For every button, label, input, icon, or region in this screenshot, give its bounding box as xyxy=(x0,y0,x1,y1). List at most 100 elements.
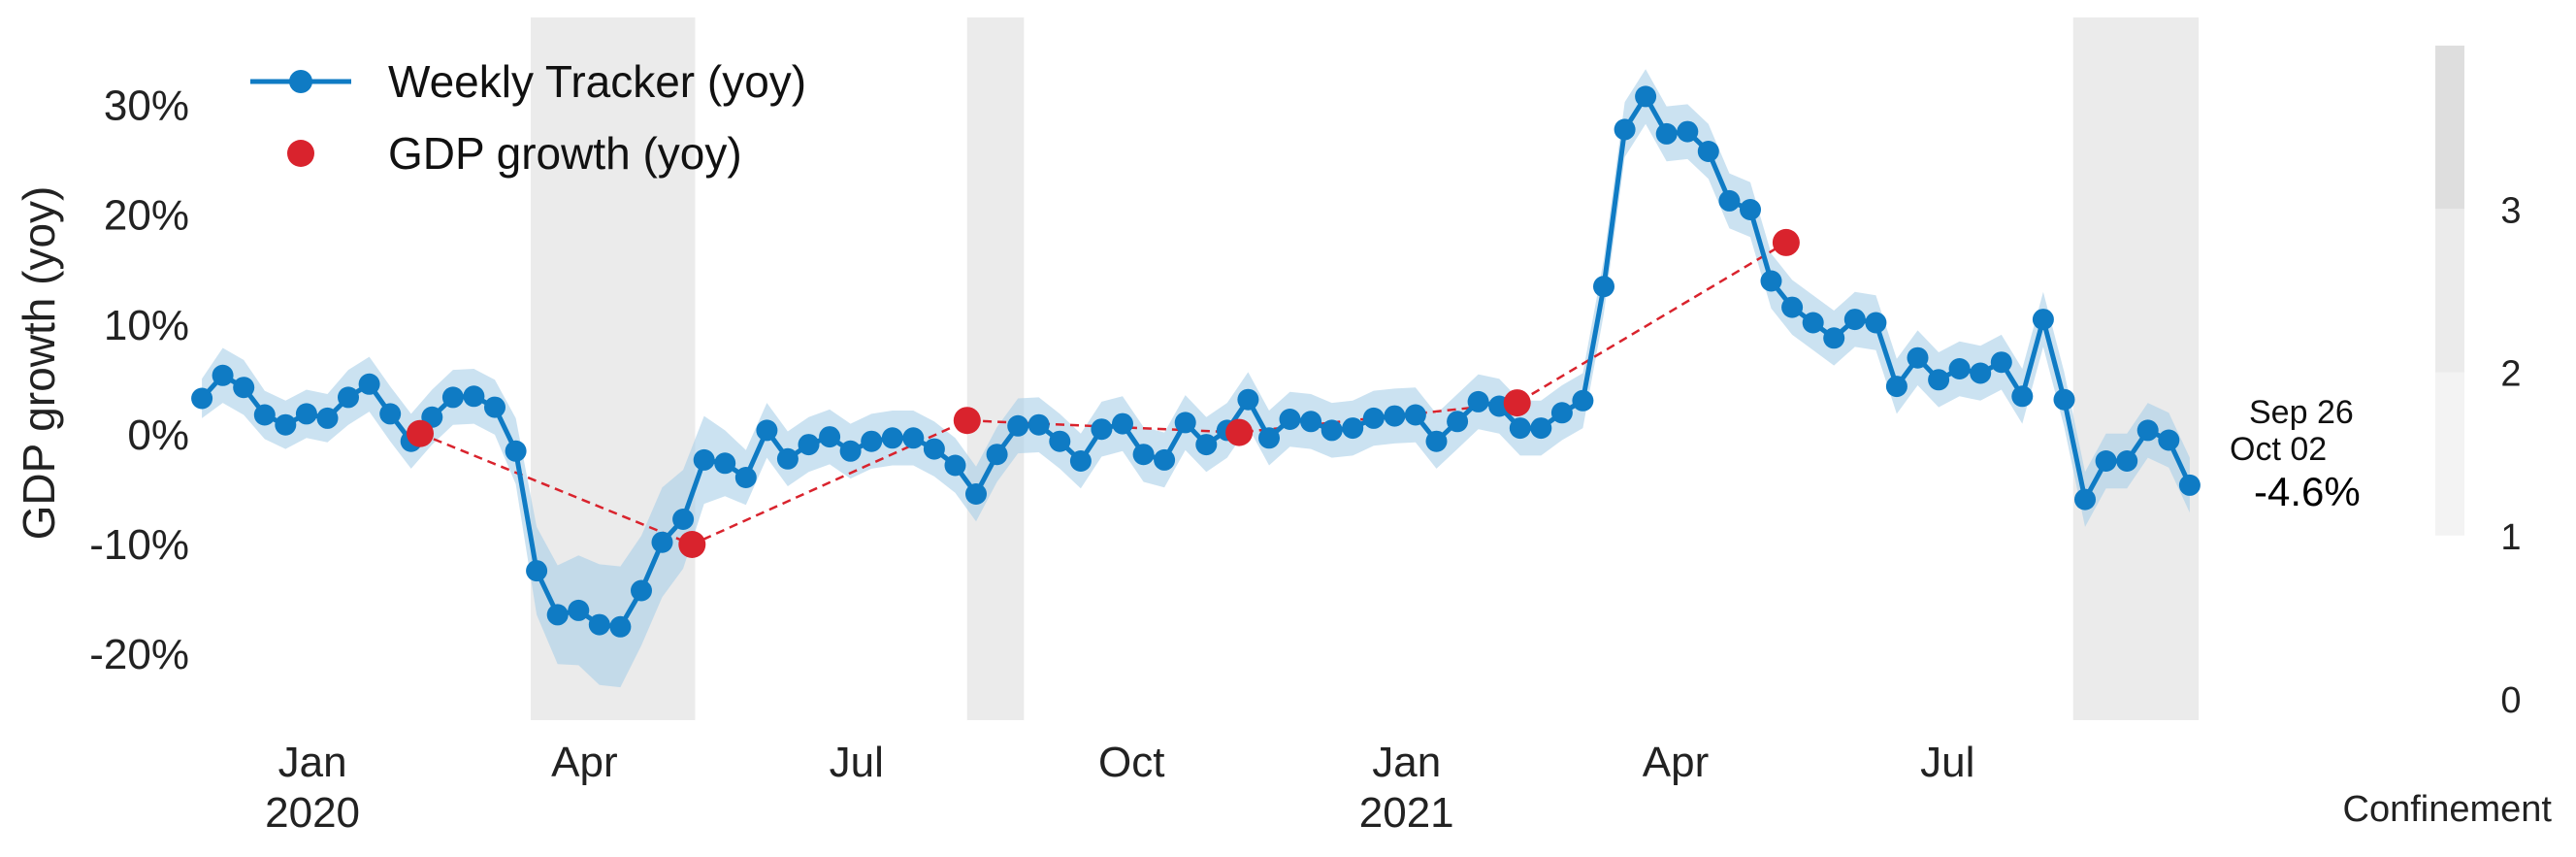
tracker-point xyxy=(568,599,590,621)
tracker-point xyxy=(2032,309,2054,331)
tracker-point xyxy=(1300,411,1322,433)
tracker-point xyxy=(526,560,548,582)
colorbar-segment-2 xyxy=(2435,209,2464,373)
gdp-point xyxy=(1503,389,1531,417)
tracker-point xyxy=(609,615,632,638)
y-tick-label: 20% xyxy=(104,192,189,240)
legend: Weekly Tracker (yoy) GDP growth (yoy) xyxy=(250,56,806,179)
tracker-point xyxy=(1885,376,1908,398)
legend-label-tracker: Weekly Tracker (yoy) xyxy=(388,56,806,107)
colorbar-segment-0 xyxy=(2435,535,2464,699)
legend-label-gdp: GDP growth (yoy) xyxy=(388,128,742,179)
tracker-point xyxy=(463,385,485,408)
tracker-point xyxy=(1258,427,1280,449)
x-tick-label: Jan xyxy=(278,739,347,786)
tracker-point xyxy=(1865,312,1887,334)
last-date-label-1: Sep 26 xyxy=(2249,394,2354,431)
tracker-point xyxy=(1279,409,1301,430)
tracker-point xyxy=(379,403,402,425)
tracker-point xyxy=(651,531,673,553)
tracker-point xyxy=(1195,434,1218,456)
gdp-point xyxy=(678,531,706,558)
x-tick-label: Jan xyxy=(1372,739,1441,786)
x-tick-year-label: 2020 xyxy=(265,789,360,837)
tracker-point xyxy=(505,440,527,462)
gdp-point xyxy=(407,419,434,447)
tracker-point xyxy=(338,386,359,409)
tracker-point xyxy=(1697,141,1719,162)
tracker-point xyxy=(1593,276,1614,298)
tracker-point xyxy=(1948,358,1971,379)
tracker-point xyxy=(986,444,1008,466)
tracker-point xyxy=(1823,327,1845,349)
y-axis-ticks: -20% -10% 0% 10% 20% 30% xyxy=(89,82,189,679)
x-tick-label: Oct xyxy=(1098,739,1164,786)
y-tick-label: 10% xyxy=(104,302,189,349)
tracker-point xyxy=(1237,388,1259,411)
tracker-point xyxy=(316,407,339,429)
tracker-point xyxy=(776,447,799,470)
tracker-point xyxy=(1760,270,1782,292)
y-tick-label: 30% xyxy=(104,82,189,130)
tracker-point xyxy=(944,454,966,477)
gdp-growth-points xyxy=(407,228,1800,558)
tracker-point xyxy=(275,413,297,436)
tracker-point xyxy=(1467,390,1489,412)
tracker-point xyxy=(839,440,862,462)
tracker-point xyxy=(484,396,505,418)
tracker-point xyxy=(1655,122,1678,145)
tracker-point xyxy=(672,509,695,530)
tracker-point xyxy=(798,434,820,456)
x-tick-label: Jul xyxy=(830,739,884,786)
tracker-point xyxy=(588,613,610,636)
tracker-point xyxy=(1404,404,1426,426)
tracker-point xyxy=(693,448,715,471)
y-tick-label: -10% xyxy=(89,521,189,569)
tracker-point xyxy=(1132,444,1155,466)
tracker-point xyxy=(923,438,945,460)
x-tick-label: Apr xyxy=(551,739,617,786)
tracker-point xyxy=(1802,312,1824,334)
tracker-point xyxy=(2074,488,2096,511)
confinement-colorbar: 0 1 2 3 xyxy=(2435,46,2522,721)
x-tick-year-label: 2021 xyxy=(1359,789,1454,837)
tracker-point xyxy=(861,430,883,452)
confinement-period-3 xyxy=(2072,17,2200,720)
gdp-point xyxy=(1225,418,1254,446)
tracker-point xyxy=(1550,402,1573,424)
tracker-point xyxy=(2011,385,2034,408)
y-tick-label: -20% xyxy=(89,631,189,678)
confinement-period-2 xyxy=(966,17,1025,720)
tracker-point xyxy=(358,373,380,395)
tracker-point xyxy=(1509,417,1531,440)
tracker-point xyxy=(631,579,652,602)
tracker-point xyxy=(1174,412,1196,434)
tracker-point xyxy=(1425,430,1448,452)
tracker-point xyxy=(233,377,255,399)
tracker-point xyxy=(2116,450,2138,472)
tracker-point xyxy=(1677,120,1699,143)
colorbar-segment-3 xyxy=(2435,46,2464,210)
tracker-point xyxy=(2178,474,2201,496)
tracker-point xyxy=(1970,362,1992,384)
tracker-point xyxy=(1447,411,1469,433)
tracker-point xyxy=(1907,346,1929,369)
tracker-point xyxy=(212,364,234,386)
tracker-point xyxy=(1049,430,1071,452)
tracker-point xyxy=(1614,118,1636,141)
last-date-label-2: Oct 02 xyxy=(2230,431,2327,468)
colorbar-tick-label: 0 xyxy=(2500,680,2521,721)
tracker-point xyxy=(1718,189,1741,212)
gdp-point xyxy=(1772,228,1800,256)
colorbar-tick-label: 3 xyxy=(2500,190,2521,231)
tracker-point xyxy=(1781,296,1804,318)
tracker-point xyxy=(902,427,925,449)
tracker-point xyxy=(1572,389,1594,412)
tracker-point xyxy=(1928,369,1950,391)
tracker-point xyxy=(714,452,736,475)
tracker-point xyxy=(1530,417,1552,440)
tracker-point xyxy=(1112,412,1133,435)
last-value-label: -4.6% xyxy=(2254,469,2361,514)
